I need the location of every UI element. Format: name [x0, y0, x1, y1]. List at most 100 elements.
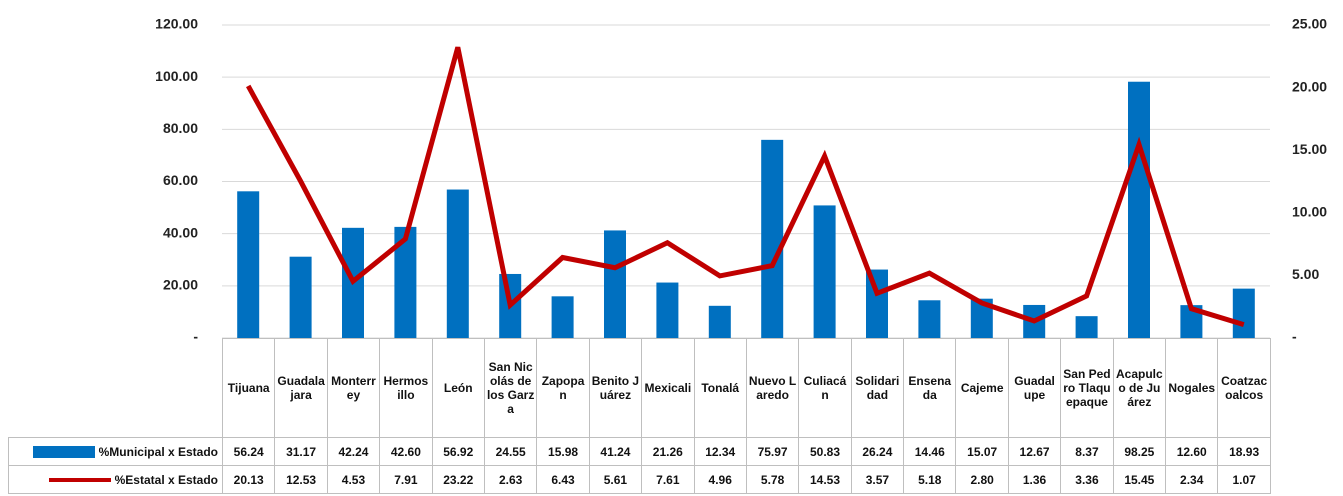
bar	[656, 282, 679, 338]
y-tick-label: 40.00	[163, 224, 198, 240]
category-label: Monterrey	[326, 338, 381, 438]
value-cell: 5.78	[745, 465, 800, 494]
bar	[813, 205, 836, 338]
value-cell: 26.24	[850, 437, 905, 466]
value-cell: 15.45	[1112, 465, 1167, 494]
bar	[446, 189, 469, 338]
y2-tick-label: 5.00	[1292, 266, 1319, 282]
value-cell: 23.22	[431, 465, 485, 494]
value-cell: 7.91	[379, 465, 433, 494]
value-cell: 2.80	[955, 465, 1009, 494]
value-cell: 21.26	[641, 437, 695, 466]
category-label: Hermosillo	[379, 338, 433, 438]
category-label: Cajeme	[955, 338, 1009, 438]
bar	[761, 139, 784, 338]
category-label: Nogales	[1165, 338, 1219, 438]
value-cell: 4.53	[326, 465, 381, 494]
value-cell: 15.07	[955, 437, 1009, 466]
bar	[1075, 316, 1098, 338]
legend-label: %Estatal x Estado	[114, 472, 218, 487]
value-cell: 1.07	[1217, 465, 1271, 494]
y2-tick-label: 20.00	[1292, 78, 1327, 94]
value-cell: 12.53	[274, 465, 328, 494]
value-cell: 41.24	[588, 437, 643, 466]
category-label: Nuevo Laredo	[745, 338, 800, 438]
value-cell: 75.97	[745, 437, 800, 466]
value-row: %Estatal x Estado 20.13 12.53 4.53 7.91 23.22…	[8, 465, 1271, 494]
value-cell: 5.18	[903, 465, 957, 494]
header-row: Tijuana Guadalajara Monterrey Hermosillo Leó…	[8, 338, 1271, 438]
bar	[970, 298, 993, 338]
value-cell: 14.53	[798, 465, 852, 494]
category-label: Guadalupe	[1007, 338, 1062, 438]
legend-entry: %Estatal x Estado	[8, 465, 223, 494]
value-cell: 98.25	[1112, 437, 1167, 466]
category-label: San Nicolás de los Garza	[483, 338, 538, 438]
bar	[708, 305, 731, 338]
category-label: Benito Juárez	[588, 338, 643, 438]
category-label: León	[431, 338, 485, 438]
value-cell: 15.98	[536, 437, 590, 466]
empty-cell	[8, 338, 223, 438]
value-cell: 12.60	[1165, 437, 1219, 466]
value-cell: 20.13	[221, 465, 276, 494]
y2-tick-label: -	[1292, 329, 1297, 340]
bar	[551, 296, 574, 338]
y-tick-label: 100.00	[155, 68, 198, 84]
category-label: Mexicali	[641, 338, 695, 438]
value-cell: 3.36	[1060, 465, 1114, 494]
category-label: Acapulco de Juárez	[1112, 338, 1167, 438]
category-label: Tijuana	[221, 338, 276, 438]
value-cell: 12.34	[693, 437, 747, 466]
bar	[918, 300, 941, 338]
category-label: Tonalá	[693, 338, 747, 438]
value-cell: 8.37	[1060, 437, 1114, 466]
y2-tick-label: 10.00	[1292, 204, 1327, 220]
value-cell: 14.46	[903, 437, 957, 466]
y2-tick-label: 15.00	[1292, 141, 1327, 157]
value-cell: 12.67	[1007, 437, 1062, 466]
value-cell: 56.92	[431, 437, 485, 466]
legend-label: %Municipal x Estado	[98, 444, 218, 459]
y-tick-label: -	[193, 329, 198, 340]
category-label: Zapopan	[536, 338, 590, 438]
bar	[1232, 288, 1255, 338]
value-row: %Municipal x Estado 56.24 31.17 42.24 42.60 5…	[8, 437, 1271, 466]
y-tick-label: 20.00	[163, 277, 198, 293]
y2-tick-label: 25.00	[1292, 16, 1327, 32]
legend-swatch	[32, 446, 95, 459]
bar	[1128, 81, 1150, 338]
chart: - 20.00 40.00 60.00 80.00 100.00 120.00 - 5.00 10…	[155, 16, 1327, 340]
category-label: San Pedro Tlaquepaque	[1060, 338, 1114, 438]
bar	[1180, 305, 1203, 338]
category-label: Solidaridad	[850, 338, 905, 438]
value-cell: 1.36	[1007, 465, 1062, 494]
bar	[289, 256, 312, 338]
bar	[237, 191, 260, 338]
value-cell: 3.57	[850, 465, 905, 494]
category-label: Guadalajara	[274, 338, 328, 438]
legend-swatch	[48, 478, 111, 483]
y-tick-label: 80.00	[163, 120, 198, 136]
line	[246, 46, 1245, 327]
value-cell: 7.61	[641, 465, 695, 494]
legend-entry: %Municipal x Estado	[8, 437, 223, 466]
value-cell: 4.96	[693, 465, 747, 494]
data-table: Tijuana Guadalajara Monterrey Hermosillo Leó…	[8, 338, 1271, 494]
category-label: Ensenada	[903, 338, 957, 438]
category-label: Coatzacoalcos	[1217, 338, 1271, 438]
y-tick-label: 60.00	[163, 172, 198, 188]
bar	[394, 226, 417, 338]
bar	[604, 230, 626, 338]
value-cell: 18.93	[1217, 437, 1271, 466]
value-cell: 50.83	[798, 437, 852, 466]
value-cell: 24.55	[483, 437, 538, 466]
y-tick-label: 120.00	[155, 16, 198, 32]
value-cell: 6.43	[536, 465, 590, 494]
bar	[866, 269, 888, 338]
value-cell: 42.24	[326, 437, 381, 466]
value-cell: 2.34	[1165, 465, 1219, 494]
value-cell: 5.61	[588, 465, 643, 494]
value-cell: 2.63	[483, 465, 538, 494]
